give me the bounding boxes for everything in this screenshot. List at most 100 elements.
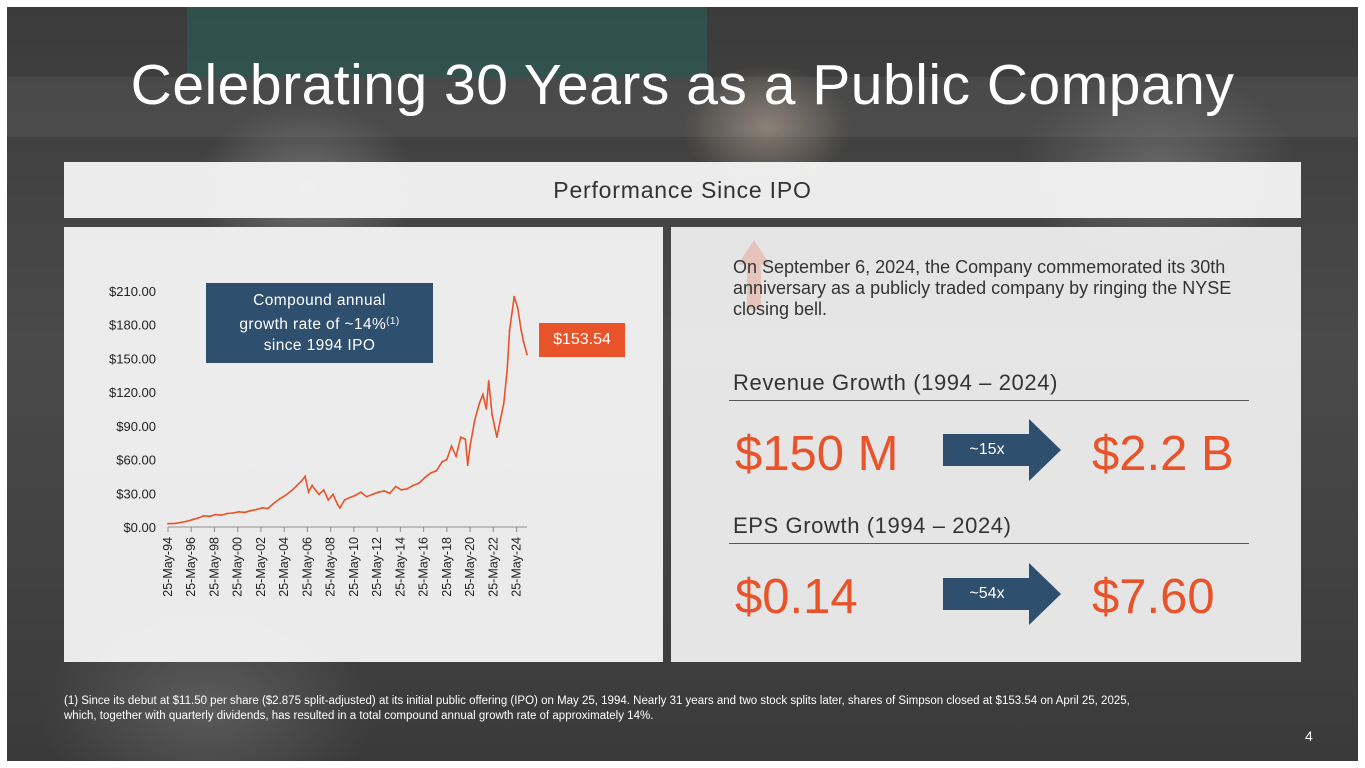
series-point xyxy=(348,496,351,499)
series-point xyxy=(261,507,263,509)
x-tick-label: 25-May-98 xyxy=(207,537,221,597)
revenue-divider xyxy=(729,400,1249,401)
series-point xyxy=(300,480,303,482)
x-tick-label: 25-May-02 xyxy=(254,537,268,597)
series-point xyxy=(445,458,448,461)
series-point xyxy=(400,489,403,491)
x-tick-label: 25-May-06 xyxy=(300,537,314,597)
series-point xyxy=(473,419,476,422)
series-point xyxy=(418,482,420,485)
eps-arrow: ~54x xyxy=(943,563,1063,625)
x-tick-label: 25-May-08 xyxy=(324,537,338,597)
y-tick-label: $60.00 xyxy=(116,453,156,468)
series-point xyxy=(520,329,523,332)
series-point xyxy=(185,520,188,523)
series-point xyxy=(513,295,516,298)
series-point xyxy=(365,495,368,498)
series-point xyxy=(174,522,176,525)
series-point xyxy=(339,507,341,509)
series-point xyxy=(197,517,200,519)
series-line-share-price xyxy=(167,296,528,525)
y-tick-label: $180.00 xyxy=(109,318,156,333)
eps-from-value: $0.14 xyxy=(735,570,858,624)
eps-to-value: $7.60 xyxy=(1092,570,1215,624)
x-tick-label: 25-May-16 xyxy=(417,537,431,597)
series-point xyxy=(311,484,313,487)
series-point xyxy=(406,487,409,490)
series-point xyxy=(464,438,467,441)
background-photo-band xyxy=(7,77,1358,137)
anniversary-description: On September 6, 2024, the Company commem… xyxy=(733,257,1232,319)
series-point xyxy=(491,413,493,416)
eps-growth-heading: EPS Growth (1994 – 2024) xyxy=(733,513,1012,538)
cagr-line-1: Compound annual xyxy=(253,292,386,309)
x-tick-label: 25-May-94 xyxy=(161,537,175,597)
series-point xyxy=(389,492,391,495)
revenue-growth-heading: Revenue Growth (1994 – 2024) xyxy=(733,370,1058,395)
series-point xyxy=(243,511,246,514)
x-tick-label: 25-May-18 xyxy=(440,537,454,597)
arrow-right-icon xyxy=(1029,419,1061,481)
series-point xyxy=(459,436,462,438)
series-point xyxy=(455,455,457,458)
x-tick-label: 25-May-22 xyxy=(486,537,500,597)
series-point xyxy=(516,307,519,309)
series-point xyxy=(360,491,362,494)
series-point xyxy=(167,522,169,525)
series-point xyxy=(383,490,385,492)
y-tick-label: $90.00 xyxy=(116,419,156,434)
series-point xyxy=(487,380,490,382)
series-point xyxy=(267,507,269,510)
series-point xyxy=(214,513,217,516)
series-point xyxy=(354,494,356,497)
series-point xyxy=(371,493,374,496)
series-point xyxy=(318,493,320,496)
x-tick-label: 25-May-20 xyxy=(463,537,477,597)
series-point xyxy=(343,499,346,501)
x-tick-label: 25-May-12 xyxy=(370,537,384,597)
x-tick-label: 25-May-96 xyxy=(184,537,198,597)
series-point xyxy=(307,491,310,494)
series-point xyxy=(506,368,509,371)
series-point xyxy=(435,469,438,472)
x-axis: 25-May-94 25-May-96 25-May-98 25-May-00 25-M… xyxy=(161,526,527,597)
page-number: 4 xyxy=(1305,728,1313,744)
series-points xyxy=(167,295,528,525)
x-tick-label: 25-May-14 xyxy=(393,537,407,597)
series-point xyxy=(255,508,258,511)
series-point xyxy=(412,484,414,487)
y-tick-label: $210.00 xyxy=(109,284,156,299)
series-point xyxy=(278,498,281,500)
series-point xyxy=(332,493,334,496)
eps-multiplier: ~54x xyxy=(943,578,1031,610)
x-tick-label: 25-May-24 xyxy=(510,537,524,597)
y-tick-label: $150.00 xyxy=(109,351,156,366)
x-tick-label: 25-May-00 xyxy=(231,537,245,597)
revenue-to-value: $2.2 B xyxy=(1092,427,1234,481)
x-tick-label: 25-May-04 xyxy=(277,537,291,597)
series-point xyxy=(322,489,325,491)
series-point xyxy=(249,509,252,512)
series-point xyxy=(336,503,339,506)
series-point xyxy=(499,419,502,422)
series-point xyxy=(304,475,306,478)
series-point xyxy=(232,512,235,514)
series-point xyxy=(290,490,293,492)
series-point xyxy=(482,393,484,396)
series-point xyxy=(423,476,426,479)
cagr-line-2: growth rate of ~14%(1) xyxy=(206,311,433,335)
series-point xyxy=(478,402,481,405)
y-tick-label: $120.00 xyxy=(109,385,156,400)
series-point xyxy=(394,485,397,488)
revenue-arrow: ~15x xyxy=(943,419,1063,481)
series-point xyxy=(441,460,444,463)
series-point xyxy=(203,514,205,517)
series-point xyxy=(238,510,240,513)
x-tick-label: 25-May-10 xyxy=(347,537,361,597)
series-point xyxy=(429,472,432,474)
series-point xyxy=(485,408,488,410)
series-point xyxy=(526,353,528,356)
series-point xyxy=(511,312,513,315)
series-point xyxy=(522,340,525,343)
